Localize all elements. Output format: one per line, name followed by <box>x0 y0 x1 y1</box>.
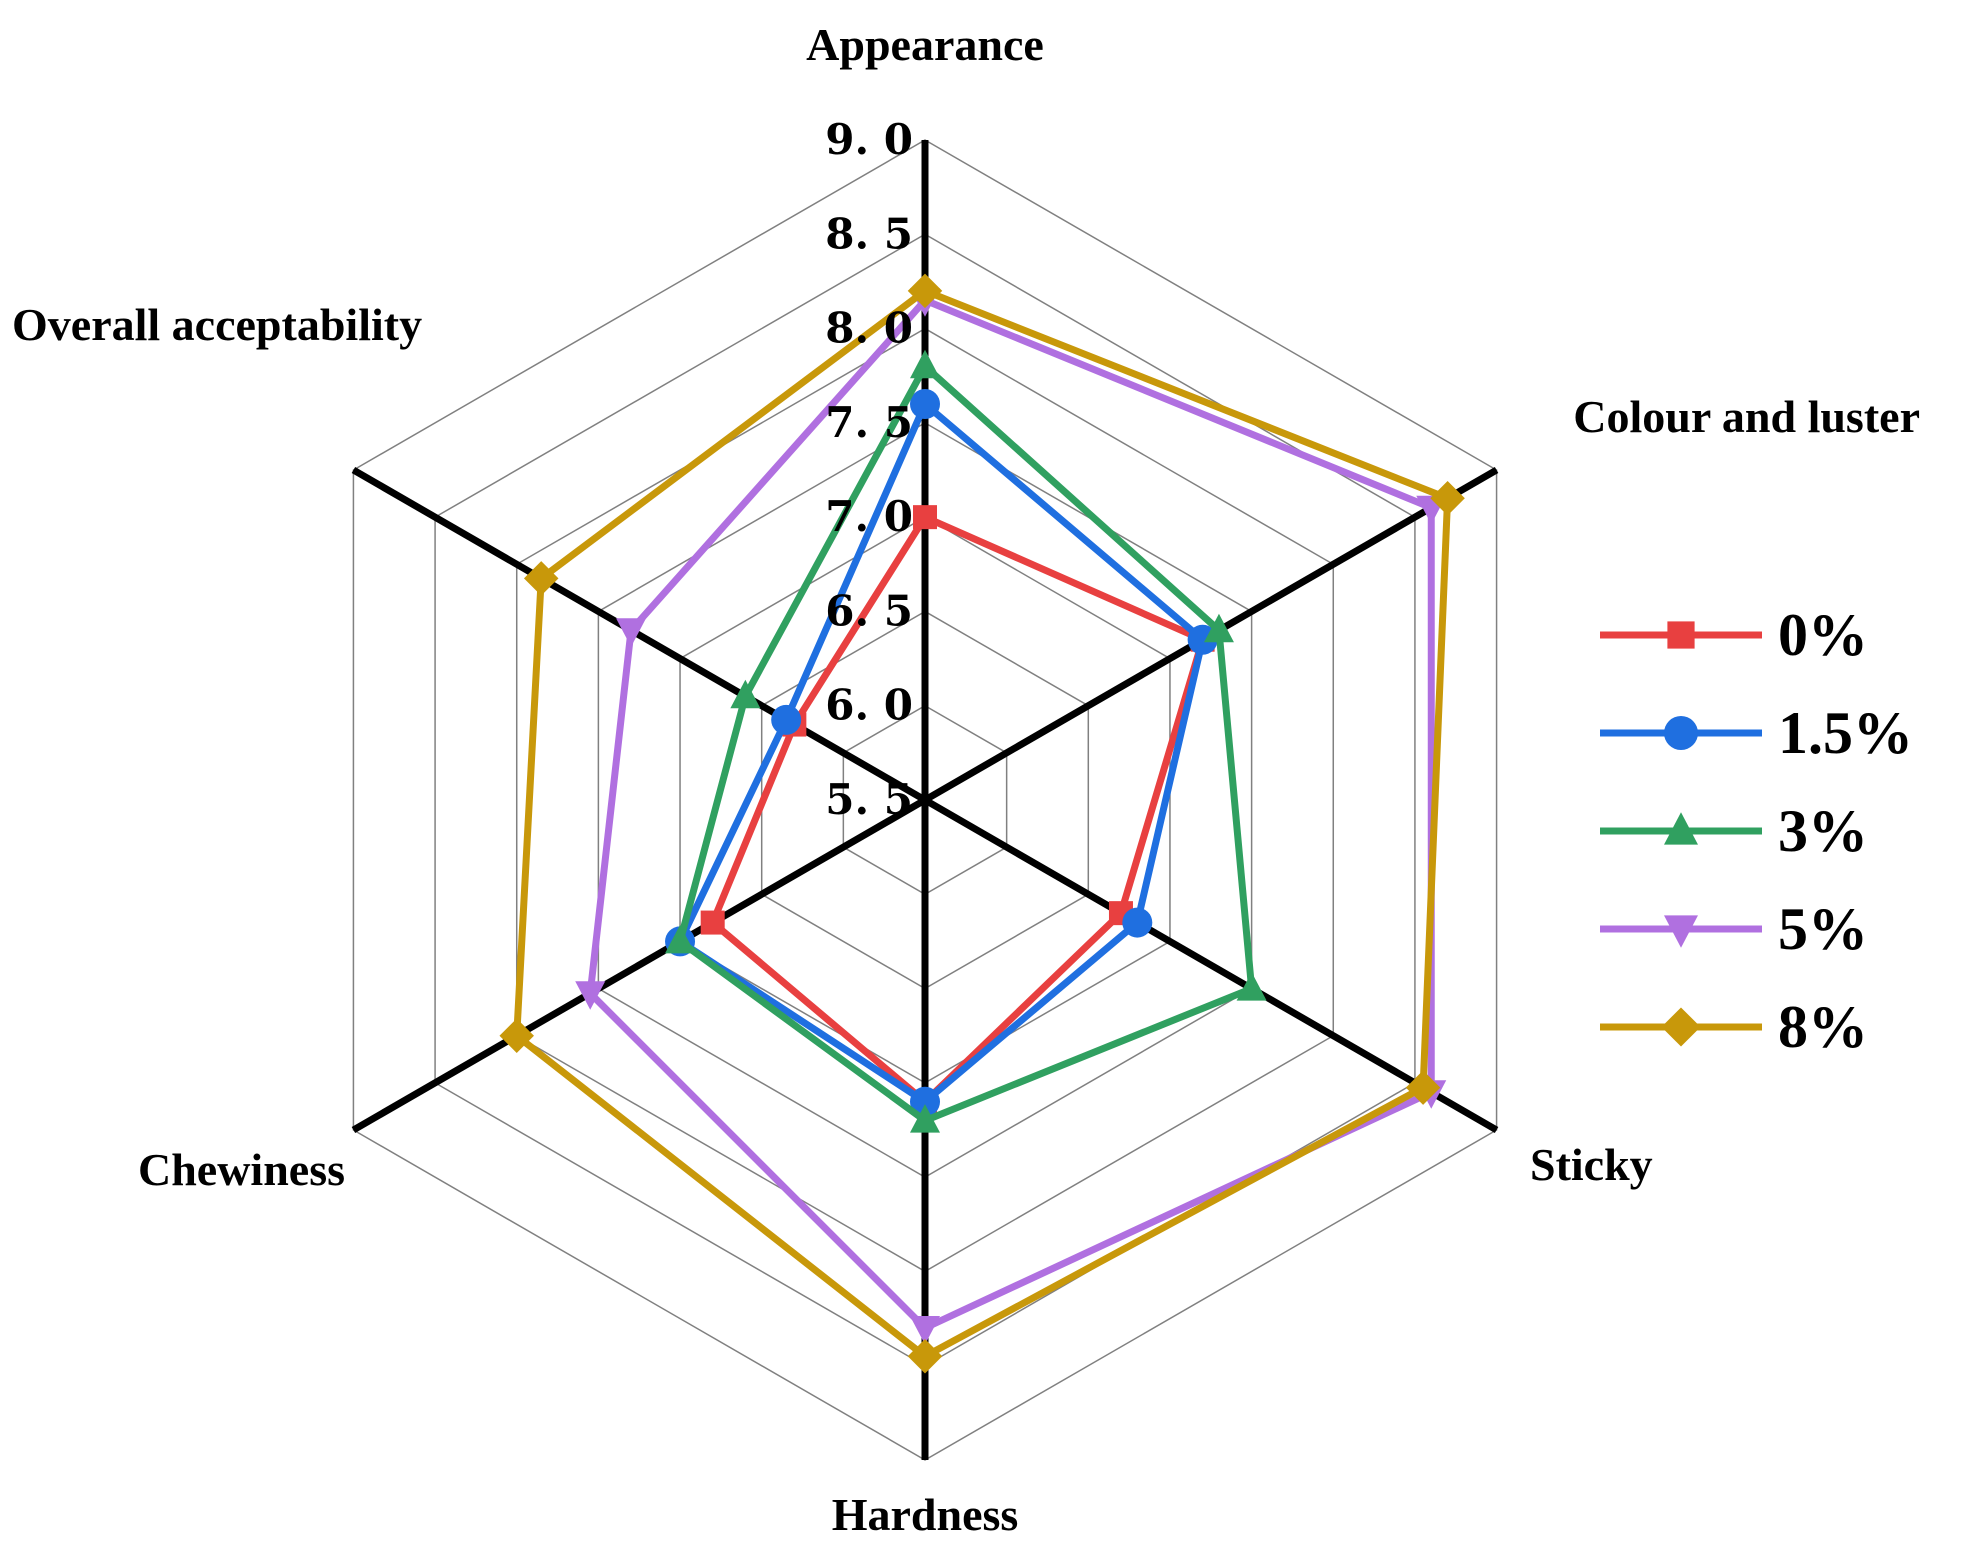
tick-label: 8. 5 <box>825 209 913 258</box>
tick-label: 5. 5 <box>825 775 913 824</box>
series-3% <box>665 349 1267 1133</box>
axis-label: Colour and luster <box>1573 391 1920 442</box>
marker-triangle-up <box>1236 972 1267 1001</box>
marker-diamond <box>1661 1007 1701 1047</box>
tick-label: 7. 5 <box>825 398 913 447</box>
marker-diamond <box>907 1339 943 1374</box>
marker-circle <box>1122 907 1153 938</box>
marker-triangle-up <box>730 679 761 709</box>
marker-circle <box>910 1086 940 1117</box>
marker-triangle-down <box>616 618 647 647</box>
legend-item-1.5%: 1.5% <box>1600 700 1913 766</box>
axis-label: Hardness <box>832 1489 1019 1540</box>
marker-diamond <box>907 273 943 309</box>
marker-square <box>913 505 937 530</box>
marker-triangle-up <box>1664 812 1698 845</box>
legend-label: 8% <box>1778 994 1868 1060</box>
axis-line <box>923 796 1499 1134</box>
marker-diamond <box>499 1018 534 1053</box>
legend-label: 5% <box>1778 896 1868 962</box>
axis-line <box>351 796 927 1134</box>
legend-item-3%: 3% <box>1600 798 1868 864</box>
marker-diamond <box>1430 481 1465 516</box>
legend-label: 1.5% <box>1778 700 1913 766</box>
radar-axes <box>351 140 1499 1460</box>
marker-circle <box>910 389 940 419</box>
series-8% <box>499 273 1465 1374</box>
marker-circle <box>771 704 802 735</box>
tick-label: 6. 0 <box>825 681 913 730</box>
legend-item-0%: 0% <box>1600 602 1868 668</box>
tick-label: 6. 5 <box>825 586 913 635</box>
tick-label: 9. 0 <box>825 115 913 164</box>
marker-square <box>700 910 725 935</box>
marker-triangle-down <box>575 981 606 1010</box>
marker-circle <box>1664 716 1698 750</box>
axis-label: Overall acceptability <box>12 299 422 350</box>
marker-square <box>1667 621 1695 649</box>
radial-tick-labels: 5. 5 6. 0 6. 5 7. 0 7. 5 8. 0 8. 5 9. 0 <box>825 115 913 824</box>
marker-triangle-up <box>910 349 940 379</box>
legend-label: 0% <box>1778 602 1868 668</box>
axis-labels: Appearance Colour and luster Sticky Hardnes… <box>12 19 1920 1540</box>
axis-label: Chewiness <box>138 1144 345 1195</box>
marker-triangle-up <box>665 924 696 954</box>
marker-diamond <box>523 561 559 596</box>
legend-item-5%: 5% <box>1600 896 1868 962</box>
marker-diamond <box>1405 1070 1441 1105</box>
tick-label: 7. 0 <box>825 492 913 541</box>
marker-triangle-down <box>910 1316 940 1345</box>
legend-item-8%: 8% <box>1600 994 1868 1060</box>
axis-label: Appearance <box>806 19 1044 70</box>
series-1.5% <box>665 389 1218 1117</box>
marker-triangle-up <box>1203 613 1234 643</box>
axis-line <box>351 466 927 804</box>
radar-series <box>499 273 1465 1374</box>
legend-label: 3% <box>1778 798 1868 864</box>
series-0% <box>700 505 1215 1114</box>
marker-triangle-up <box>910 1104 940 1133</box>
axis-label: Sticky <box>1530 1139 1653 1190</box>
legend: 0% 1.5% 3% 5% 8% <box>1600 602 1913 1060</box>
marker-triangle-down <box>1664 915 1698 948</box>
tick-label: 8. 0 <box>825 304 913 353</box>
